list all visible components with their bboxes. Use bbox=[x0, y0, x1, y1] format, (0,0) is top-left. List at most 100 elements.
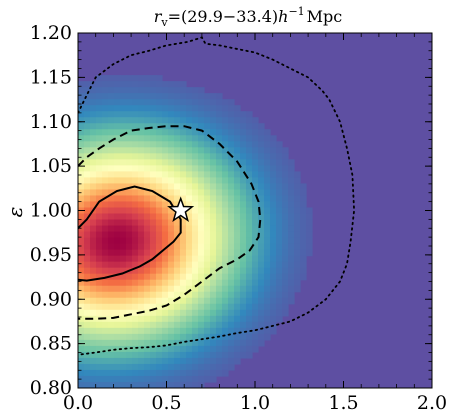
heatmap-cell bbox=[162, 267, 169, 275]
heatmap-cell bbox=[186, 87, 193, 94]
heatmap-cell bbox=[198, 141, 205, 148]
heatmap-cell bbox=[108, 303, 115, 311]
heatmap-cell bbox=[180, 165, 187, 172]
heatmap-cell bbox=[108, 75, 115, 82]
heatmap-cell bbox=[90, 339, 97, 347]
heatmap-cell bbox=[156, 315, 163, 323]
heatmap-cell bbox=[162, 363, 169, 371]
heatmap-cell bbox=[222, 321, 229, 329]
heatmap-cell bbox=[192, 249, 199, 257]
heatmap-cell bbox=[258, 225, 265, 233]
heatmap-cell bbox=[240, 237, 247, 245]
heatmap-cell bbox=[120, 327, 127, 335]
heatmap-cell bbox=[144, 321, 151, 329]
heatmap-cell bbox=[198, 177, 205, 185]
heatmap-cell bbox=[186, 237, 193, 245]
heatmap-cell bbox=[216, 111, 223, 118]
heatmap-cell bbox=[252, 219, 259, 227]
heatmap-cell bbox=[150, 351, 157, 359]
heatmap-cell bbox=[186, 279, 193, 287]
heatmap-cell bbox=[252, 141, 259, 148]
heatmap-cell bbox=[210, 159, 217, 166]
heatmap-cell bbox=[174, 177, 181, 185]
heatmap-cell bbox=[132, 381, 139, 388]
heatmap-cell bbox=[84, 327, 91, 335]
heatmap-cell bbox=[90, 93, 97, 100]
heatmap-cell bbox=[204, 333, 211, 341]
heatmap-cell bbox=[240, 195, 247, 203]
heatmap-cell bbox=[174, 351, 181, 359]
heatmap-cell bbox=[168, 375, 175, 383]
heatmap-cell bbox=[84, 249, 91, 257]
heatmap-cell bbox=[210, 171, 217, 179]
heatmap-cell bbox=[174, 255, 181, 263]
heatmap-cell bbox=[240, 249, 247, 257]
heatmap-cell bbox=[240, 129, 247, 136]
heatmap-cell bbox=[144, 75, 151, 82]
heatmap-cell bbox=[228, 321, 235, 329]
heatmap-cell bbox=[216, 225, 223, 233]
heatmap-cell bbox=[204, 339, 211, 347]
heatmap-cell bbox=[180, 123, 187, 130]
heatmap-cell bbox=[276, 243, 283, 251]
heatmap-cell bbox=[204, 123, 211, 130]
heatmap-cell bbox=[240, 267, 247, 275]
heatmap-cell bbox=[294, 177, 301, 185]
heatmap-cell bbox=[114, 243, 121, 251]
heatmap-cell bbox=[270, 273, 277, 281]
heatmap-cell bbox=[294, 201, 301, 209]
heatmap-cell bbox=[234, 105, 241, 112]
heatmap-cell bbox=[276, 273, 283, 281]
heatmap-cell bbox=[162, 243, 169, 251]
heatmap-cell bbox=[78, 279, 85, 287]
heatmap-cell bbox=[96, 225, 103, 233]
heatmap-cell bbox=[108, 141, 115, 148]
heatmap-cell bbox=[138, 357, 145, 365]
heatmap-cell bbox=[186, 117, 193, 124]
heatmap-cell bbox=[264, 141, 271, 148]
heatmap-cell bbox=[168, 189, 175, 197]
heatmap-cell bbox=[300, 261, 307, 269]
heatmap-cell bbox=[246, 153, 253, 160]
heatmap-cell bbox=[90, 381, 97, 388]
heatmap-cell bbox=[120, 183, 127, 191]
heatmap-cell bbox=[192, 171, 199, 179]
heatmap-cell bbox=[246, 315, 253, 323]
heatmap-cell bbox=[222, 267, 229, 275]
heatmap-cell bbox=[156, 183, 163, 191]
heatmap-cell bbox=[162, 309, 169, 317]
heatmap-cell bbox=[198, 135, 205, 142]
heatmap-cell bbox=[96, 261, 103, 269]
heatmap-cell bbox=[126, 153, 133, 160]
heatmap-cell bbox=[294, 237, 301, 245]
heatmap-cell bbox=[198, 351, 205, 359]
heatmap-cell bbox=[132, 297, 139, 305]
heatmap-cell bbox=[168, 297, 175, 305]
heatmap-cell bbox=[78, 165, 85, 172]
heatmap-cell bbox=[204, 357, 211, 365]
heatmap-cell bbox=[294, 279, 301, 287]
heatmap-cell bbox=[84, 369, 91, 377]
heatmap-cell bbox=[78, 333, 85, 341]
heatmap-cell bbox=[90, 255, 97, 263]
heatmap-cell bbox=[240, 339, 247, 347]
heatmap-cell bbox=[132, 105, 139, 112]
heatmap-cell bbox=[114, 225, 121, 233]
heatmap-cell bbox=[102, 357, 109, 365]
heatmap-cell bbox=[216, 213, 223, 221]
heatmap-cell bbox=[90, 165, 97, 172]
heatmap-cell bbox=[228, 111, 235, 118]
heatmap-cell bbox=[168, 165, 175, 172]
heatmap-cell bbox=[168, 303, 175, 311]
heatmap-cell bbox=[282, 267, 289, 275]
heatmap-cell bbox=[126, 291, 133, 299]
heatmap-cell bbox=[252, 159, 259, 166]
heatmap-cell bbox=[252, 123, 259, 130]
heatmap-cell bbox=[192, 369, 199, 377]
heatmap-cell bbox=[240, 141, 247, 148]
heatmap-cell bbox=[150, 195, 157, 203]
heatmap-cell bbox=[240, 165, 247, 172]
heatmap-cell bbox=[84, 297, 91, 305]
heatmap-cell bbox=[144, 129, 151, 136]
heatmap-cell bbox=[216, 297, 223, 305]
